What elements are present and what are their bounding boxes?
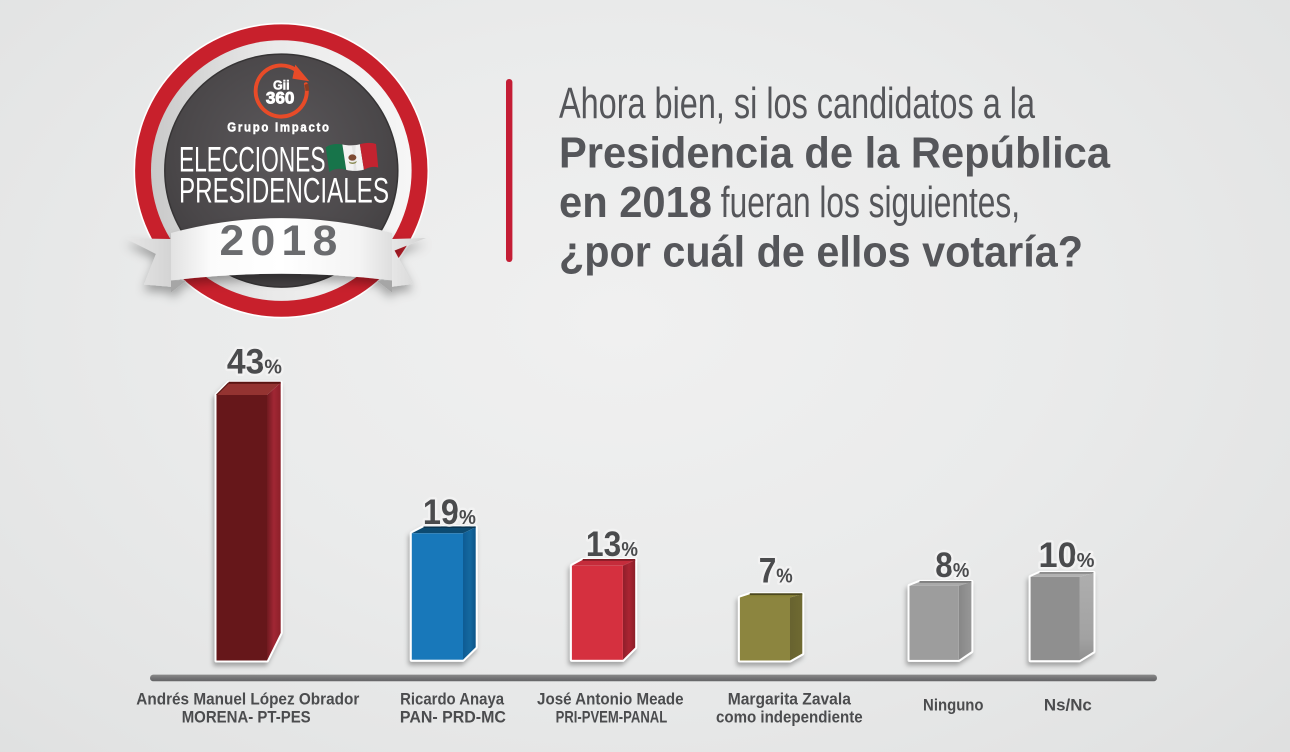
svg-text:MORENA- PT-PES: MORENA- PT-PES	[182, 708, 311, 726]
svg-text:José Antonio Meade: José Antonio Meade	[537, 691, 684, 709]
svg-text:Presidencia de la República: Presidencia de la República	[559, 129, 1111, 177]
svg-text:360: 360	[266, 89, 294, 108]
svg-text:PRESIDENCIALES: PRESIDENCIALES	[179, 172, 389, 211]
svg-text:ELECCIONES: ELECCIONES	[179, 140, 326, 179]
svg-text:Ninguno: Ninguno	[923, 697, 984, 715]
svg-text:8%: 8%	[935, 546, 969, 585]
svg-text:13%: 13%	[586, 525, 638, 564]
svg-text:Grupo Impacto: Grupo Impacto	[227, 120, 331, 135]
svg-text:Margarita Zavala: Margarita Zavala	[728, 691, 852, 709]
svg-text:Ahora bien, si los candidatos: Ahora bien, si los candidatos a la	[559, 80, 1036, 128]
svg-text:Ricardo Anaya: Ricardo Anaya	[400, 691, 505, 709]
svg-text:PRI-PVEM-PANAL: PRI-PVEM-PANAL	[556, 708, 668, 726]
svg-text:Andrés Manuel López Obrador: Andrés Manuel López Obrador	[136, 691, 360, 709]
svg-text:en 2018 fueran los siguientes,: en 2018 fueran los siguientes,	[559, 179, 1020, 227]
svg-text:Gii: Gii	[273, 78, 290, 92]
svg-text:43%: 43%	[227, 343, 282, 382]
svg-text:19%: 19%	[423, 493, 476, 532]
svg-text:10%: 10%	[1039, 536, 1095, 575]
svg-text:como independiente: como independiente	[716, 708, 863, 726]
svg-text:PAN- PRD-MC: PAN- PRD-MC	[400, 708, 506, 726]
svg-text:Ns/Nc: Ns/Nc	[1044, 697, 1092, 715]
svg-text:7%: 7%	[759, 551, 793, 590]
svg-text:¿por cuál de ellos votaría?: ¿por cuál de ellos votaría?	[559, 229, 1083, 277]
svg-text:2018: 2018	[220, 217, 344, 265]
